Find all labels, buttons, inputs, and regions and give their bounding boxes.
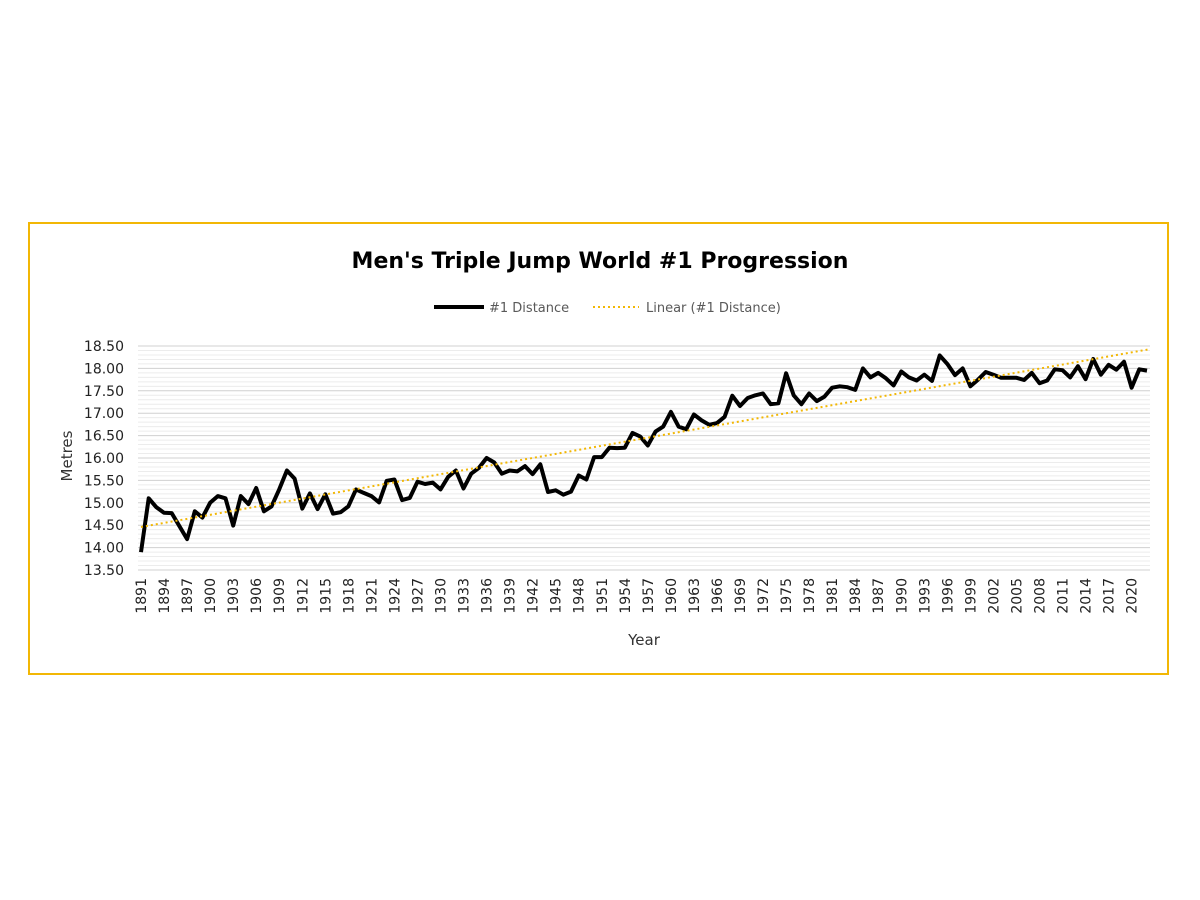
legend: #1 Distance Linear (#1 Distance)	[434, 301, 781, 316]
x-tick-label: 2014	[1079, 578, 1095, 614]
x-tick-label: 1894	[157, 578, 173, 614]
x-tick-label: 1990	[894, 578, 910, 614]
x-tick-label: 1957	[641, 578, 657, 614]
x-tick-label: 1936	[480, 578, 496, 614]
y-tick-label: 14.50	[84, 518, 124, 534]
x-tick-label: 1915	[318, 578, 334, 614]
x-tick-label: 1924	[387, 578, 403, 614]
y-axis-ticks: 13.50 14.00 14.50 15.00 15.50 16.00 16.50 17.00…	[84, 339, 124, 579]
x-tick-label: 2011	[1056, 578, 1072, 614]
y-tick-label: 18.00	[84, 361, 124, 377]
gridlines	[138, 345, 1150, 571]
x-tick-label: 2017	[1102, 578, 1118, 614]
x-tick-label: 1900	[203, 578, 219, 614]
x-tick-label: 1999	[963, 578, 979, 614]
x-tick-label: 1933	[457, 578, 473, 614]
x-tick-label: 1918	[341, 578, 357, 614]
x-tick-label: 2008	[1033, 578, 1049, 614]
x-tick-label: 1897	[180, 578, 196, 614]
x-tick-label: 1972	[756, 578, 772, 614]
x-tick-label: 1906	[249, 578, 265, 614]
x-axis-ticks: 1891 1894 1897 1900 1903 1906 1909 1912 1915 1918…	[134, 578, 1141, 614]
x-tick-label: 1909	[272, 578, 288, 614]
x-tick-label: 1987	[871, 578, 887, 614]
chart-svg: Men's Triple Jump World #1 Progression #…	[58, 249, 1151, 649]
y-tick-label: 15.00	[84, 496, 124, 512]
x-tick-label: 1921	[364, 578, 380, 614]
x-tick-label: 1993	[917, 578, 933, 614]
x-tick-label: 1969	[733, 578, 749, 614]
y-tick-label: 14.00	[84, 541, 124, 557]
x-tick-label: 1903	[226, 578, 242, 614]
x-tick-label: 1891	[134, 578, 150, 614]
x-tick-label: 1984	[848, 578, 864, 614]
y-tick-label: 17.50	[84, 384, 124, 400]
y-axis-title: Metres	[58, 430, 76, 481]
y-tick-label: 17.00	[84, 406, 124, 422]
y-tick-label: 16.50	[84, 429, 124, 445]
x-tick-label: 1996	[940, 578, 956, 614]
x-tick-label: 1954	[618, 578, 634, 614]
x-tick-label: 1966	[710, 578, 726, 614]
x-tick-label: 1948	[572, 578, 588, 614]
x-tick-label: 1981	[825, 578, 841, 614]
x-tick-label: 1930	[434, 578, 450, 614]
x-tick-label: 1978	[802, 578, 818, 614]
x-tick-label: 1945	[549, 578, 565, 614]
x-tick-label: 2002	[986, 578, 1002, 614]
x-tick-label: 1963	[687, 578, 703, 614]
x-tick-label: 1960	[664, 578, 680, 614]
x-tick-label: 1912	[295, 578, 311, 614]
y-tick-label: 13.50	[84, 563, 124, 579]
chart-title: Men's Triple Jump World #1 Progression	[352, 249, 849, 274]
x-tick-label: 1951	[595, 578, 611, 614]
x-axis-title: Year	[627, 631, 661, 649]
series-line-trend	[140, 348, 1151, 528]
legend-label-distance: #1 Distance	[489, 301, 569, 316]
chart-frame: Men's Triple Jump World #1 Progression #…	[28, 222, 1169, 675]
x-tick-label: 1939	[503, 578, 519, 614]
y-tick-label: 18.50	[84, 339, 124, 355]
x-tick-label: 2005	[1010, 578, 1026, 614]
x-tick-label: 2020	[1125, 578, 1141, 614]
x-tick-label: 1927	[411, 578, 427, 614]
legend-label-trend: Linear (#1 Distance)	[646, 301, 781, 316]
series-layer	[139, 348, 1151, 553]
y-tick-label: 15.50	[84, 473, 124, 489]
x-tick-label: 1975	[779, 578, 795, 614]
y-tick-label: 16.00	[84, 451, 124, 467]
x-tick-label: 1942	[526, 578, 542, 614]
